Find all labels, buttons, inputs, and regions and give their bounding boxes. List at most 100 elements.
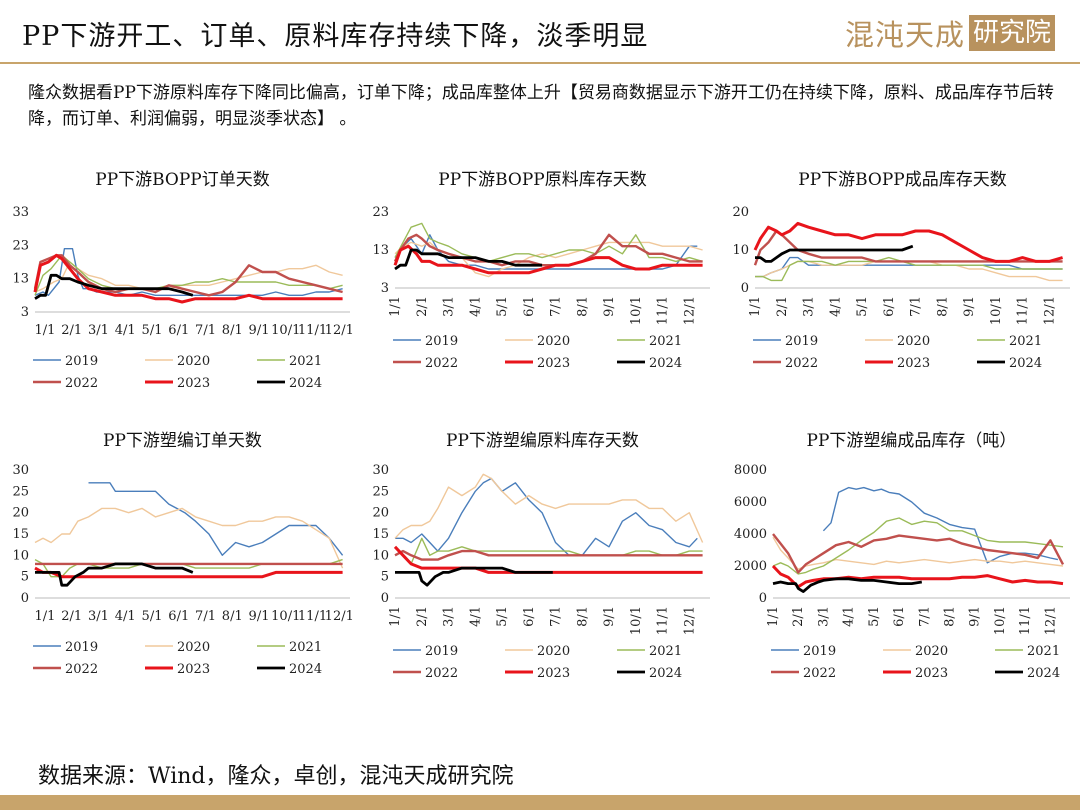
series-line-2023	[33, 253, 343, 304]
legend-label-2022: 2022	[65, 376, 98, 391]
x-tick-label: 1/1	[35, 323, 56, 338]
y-tick-label: 15	[12, 527, 29, 542]
legend-label-2023: 2023	[177, 662, 210, 677]
y-tick-label: 2000	[734, 559, 767, 574]
legend-label-2024: 2024	[289, 376, 322, 391]
series-line-2023	[34, 566, 343, 579]
y-tick-label: 0	[759, 591, 767, 606]
y-tick-label: 3	[381, 281, 389, 296]
x-tick-label: 11/1	[1016, 296, 1031, 325]
legend-label-2021: 2021	[1027, 644, 1060, 659]
chart-bopp-raw-stock: PP下游BOPP原料库存天数 3 13 23 1/1 2/1 3/1 4/1 5/1 6/1 7/1…	[372, 170, 710, 371]
legend-label-2023: 2023	[897, 356, 930, 371]
legend-label-2021: 2021	[649, 334, 682, 349]
chart-title: PP下游BOPP原料库存天数	[438, 170, 647, 190]
series-line-2024	[755, 244, 914, 263]
x-tick-label: 12/1	[682, 606, 697, 635]
x-tick-label: 4/1	[115, 609, 136, 624]
chart-title: PP下游塑编订单天数	[103, 431, 262, 451]
series-line-2021	[34, 254, 343, 296]
legend-label-2020: 2020	[537, 334, 570, 349]
x-tick-label: 8/1	[942, 606, 957, 627]
x-tick-label: 9/1	[249, 323, 270, 338]
legend-label-2022: 2022	[65, 662, 98, 677]
logo-text-a: 混沌天成	[845, 18, 966, 52]
y-tick-label: 5	[21, 570, 29, 585]
x-tick-label: 10/1	[271, 609, 300, 624]
x-tick-label: 2/1	[61, 323, 82, 338]
chart-panel-woven-raw-stock: PP下游塑编原料库存天数 0 5 10 15 20 25 30 1/1 2/1 3/1 4/1 5/1 6…	[365, 420, 715, 740]
y-tick-label: 0	[381, 591, 389, 606]
series-line-2023	[771, 564, 1064, 589]
x-tick-label: 2/1	[775, 296, 790, 317]
x-tick-label: 12/1	[682, 296, 697, 325]
x-tick-label: 6/1	[168, 609, 189, 624]
legend-label-2021: 2021	[1009, 334, 1042, 349]
chart-title: PP下游塑编成品库存（吨）	[807, 431, 1017, 451]
y-tick-label: 6000	[734, 495, 767, 510]
legend-label-2022: 2022	[425, 356, 458, 371]
x-tick-label: 5/1	[142, 609, 163, 624]
x-tick-label: 8/1	[222, 609, 243, 624]
x-tick-label: 6/1	[882, 296, 897, 317]
y-tick-label: 8000	[734, 463, 767, 478]
header-divider	[0, 62, 1080, 64]
y-tick-label: 10	[732, 243, 749, 258]
chart-bopp-finished-stock: PP下游BOPP成品库存天数 0 10 20 1/1 2/1 3/1 4/1 5/1 6/1 7/1…	[732, 170, 1070, 371]
x-tick-label: 9/1	[249, 609, 270, 624]
legend-label-2020: 2020	[537, 644, 570, 659]
chart-title: PP下游BOPP成品库存天数	[798, 170, 1007, 190]
x-tick-label: 8/1	[222, 323, 243, 338]
y-tick-label: 3	[21, 305, 29, 320]
legend-label-2020: 2020	[915, 644, 948, 659]
series-line-2024	[772, 577, 923, 594]
y-tick-label: 13	[372, 243, 389, 258]
x-tick-label: 3/1	[802, 296, 817, 317]
x-tick-label: 10/1	[993, 606, 1008, 635]
x-tick-label: 4/1	[468, 606, 483, 627]
y-tick-label: 10	[12, 548, 29, 563]
x-tick-label: 12/1	[325, 323, 354, 338]
chart-bopp-orders: PP下游BOPP订单天数 3 13 23 33 1/1 2/1 3/1 4/1 5/1 6/1 7/1…	[12, 170, 354, 391]
summary-text: 隆众数据看PP下游原料库存下降同比偏高，订单下降；成品库整体上升【贸易商数据显示…	[28, 83, 1054, 129]
x-tick-label: 7/1	[917, 606, 932, 627]
y-tick-label: 10	[372, 548, 389, 563]
legend-label-2019: 2019	[65, 640, 98, 655]
series-line-2022	[772, 533, 1065, 574]
x-tick-label: 12/1	[325, 609, 354, 624]
y-tick-label: 13	[12, 272, 29, 287]
y-tick-label: 4000	[734, 527, 767, 542]
legend-label-2021: 2021	[649, 644, 682, 659]
y-tick-label: 5	[381, 570, 389, 585]
x-tick-label: 8/1	[575, 296, 590, 317]
x-tick-label: 10/1	[989, 296, 1004, 325]
y-tick-label: 0	[741, 281, 749, 296]
legend-label-2022: 2022	[803, 666, 836, 681]
y-tick-label: 20	[732, 205, 749, 220]
y-tick-label: 0	[21, 591, 29, 606]
chart-panel-bopp-orders: PP下游BOPP订单天数 3 13 23 33 1/1 2/1 3/1 4/1 5/1 6/1 7/1…	[5, 160, 355, 480]
x-tick-label: 3/1	[88, 609, 109, 624]
x-tick-label: 8/1	[575, 606, 590, 627]
series-line-2022	[393, 233, 703, 267]
y-tick-label: 25	[12, 484, 29, 499]
series-line-2021	[755, 256, 1063, 282]
legend-label-2023: 2023	[915, 666, 948, 681]
x-tick-label: 1/1	[748, 296, 763, 317]
x-tick-label: 7/1	[195, 323, 216, 338]
series-line-2020	[34, 507, 344, 569]
chart-panel-bopp-finished-stock: PP下游BOPP成品库存天数 0 10 20 1/1 2/1 3/1 4/1 5/1 6/1 7/1…	[725, 160, 1075, 480]
legend-label-2024: 2024	[649, 356, 682, 371]
x-tick-label: 9/1	[602, 296, 617, 317]
chart-title: PP下游塑编原料库存天数	[446, 431, 639, 451]
y-tick-label: 20	[12, 506, 29, 521]
legend-label-2021: 2021	[289, 354, 322, 369]
legend-label-2023: 2023	[537, 666, 570, 681]
x-tick-label: 6/1	[168, 323, 189, 338]
legend-label-2020: 2020	[177, 640, 210, 655]
x-tick-label: 5/1	[495, 296, 510, 317]
y-tick-label: 30	[12, 463, 29, 478]
x-tick-label: 9/1	[962, 296, 977, 317]
x-tick-label: 2/1	[415, 296, 430, 317]
series-line-2023	[753, 221, 1064, 263]
